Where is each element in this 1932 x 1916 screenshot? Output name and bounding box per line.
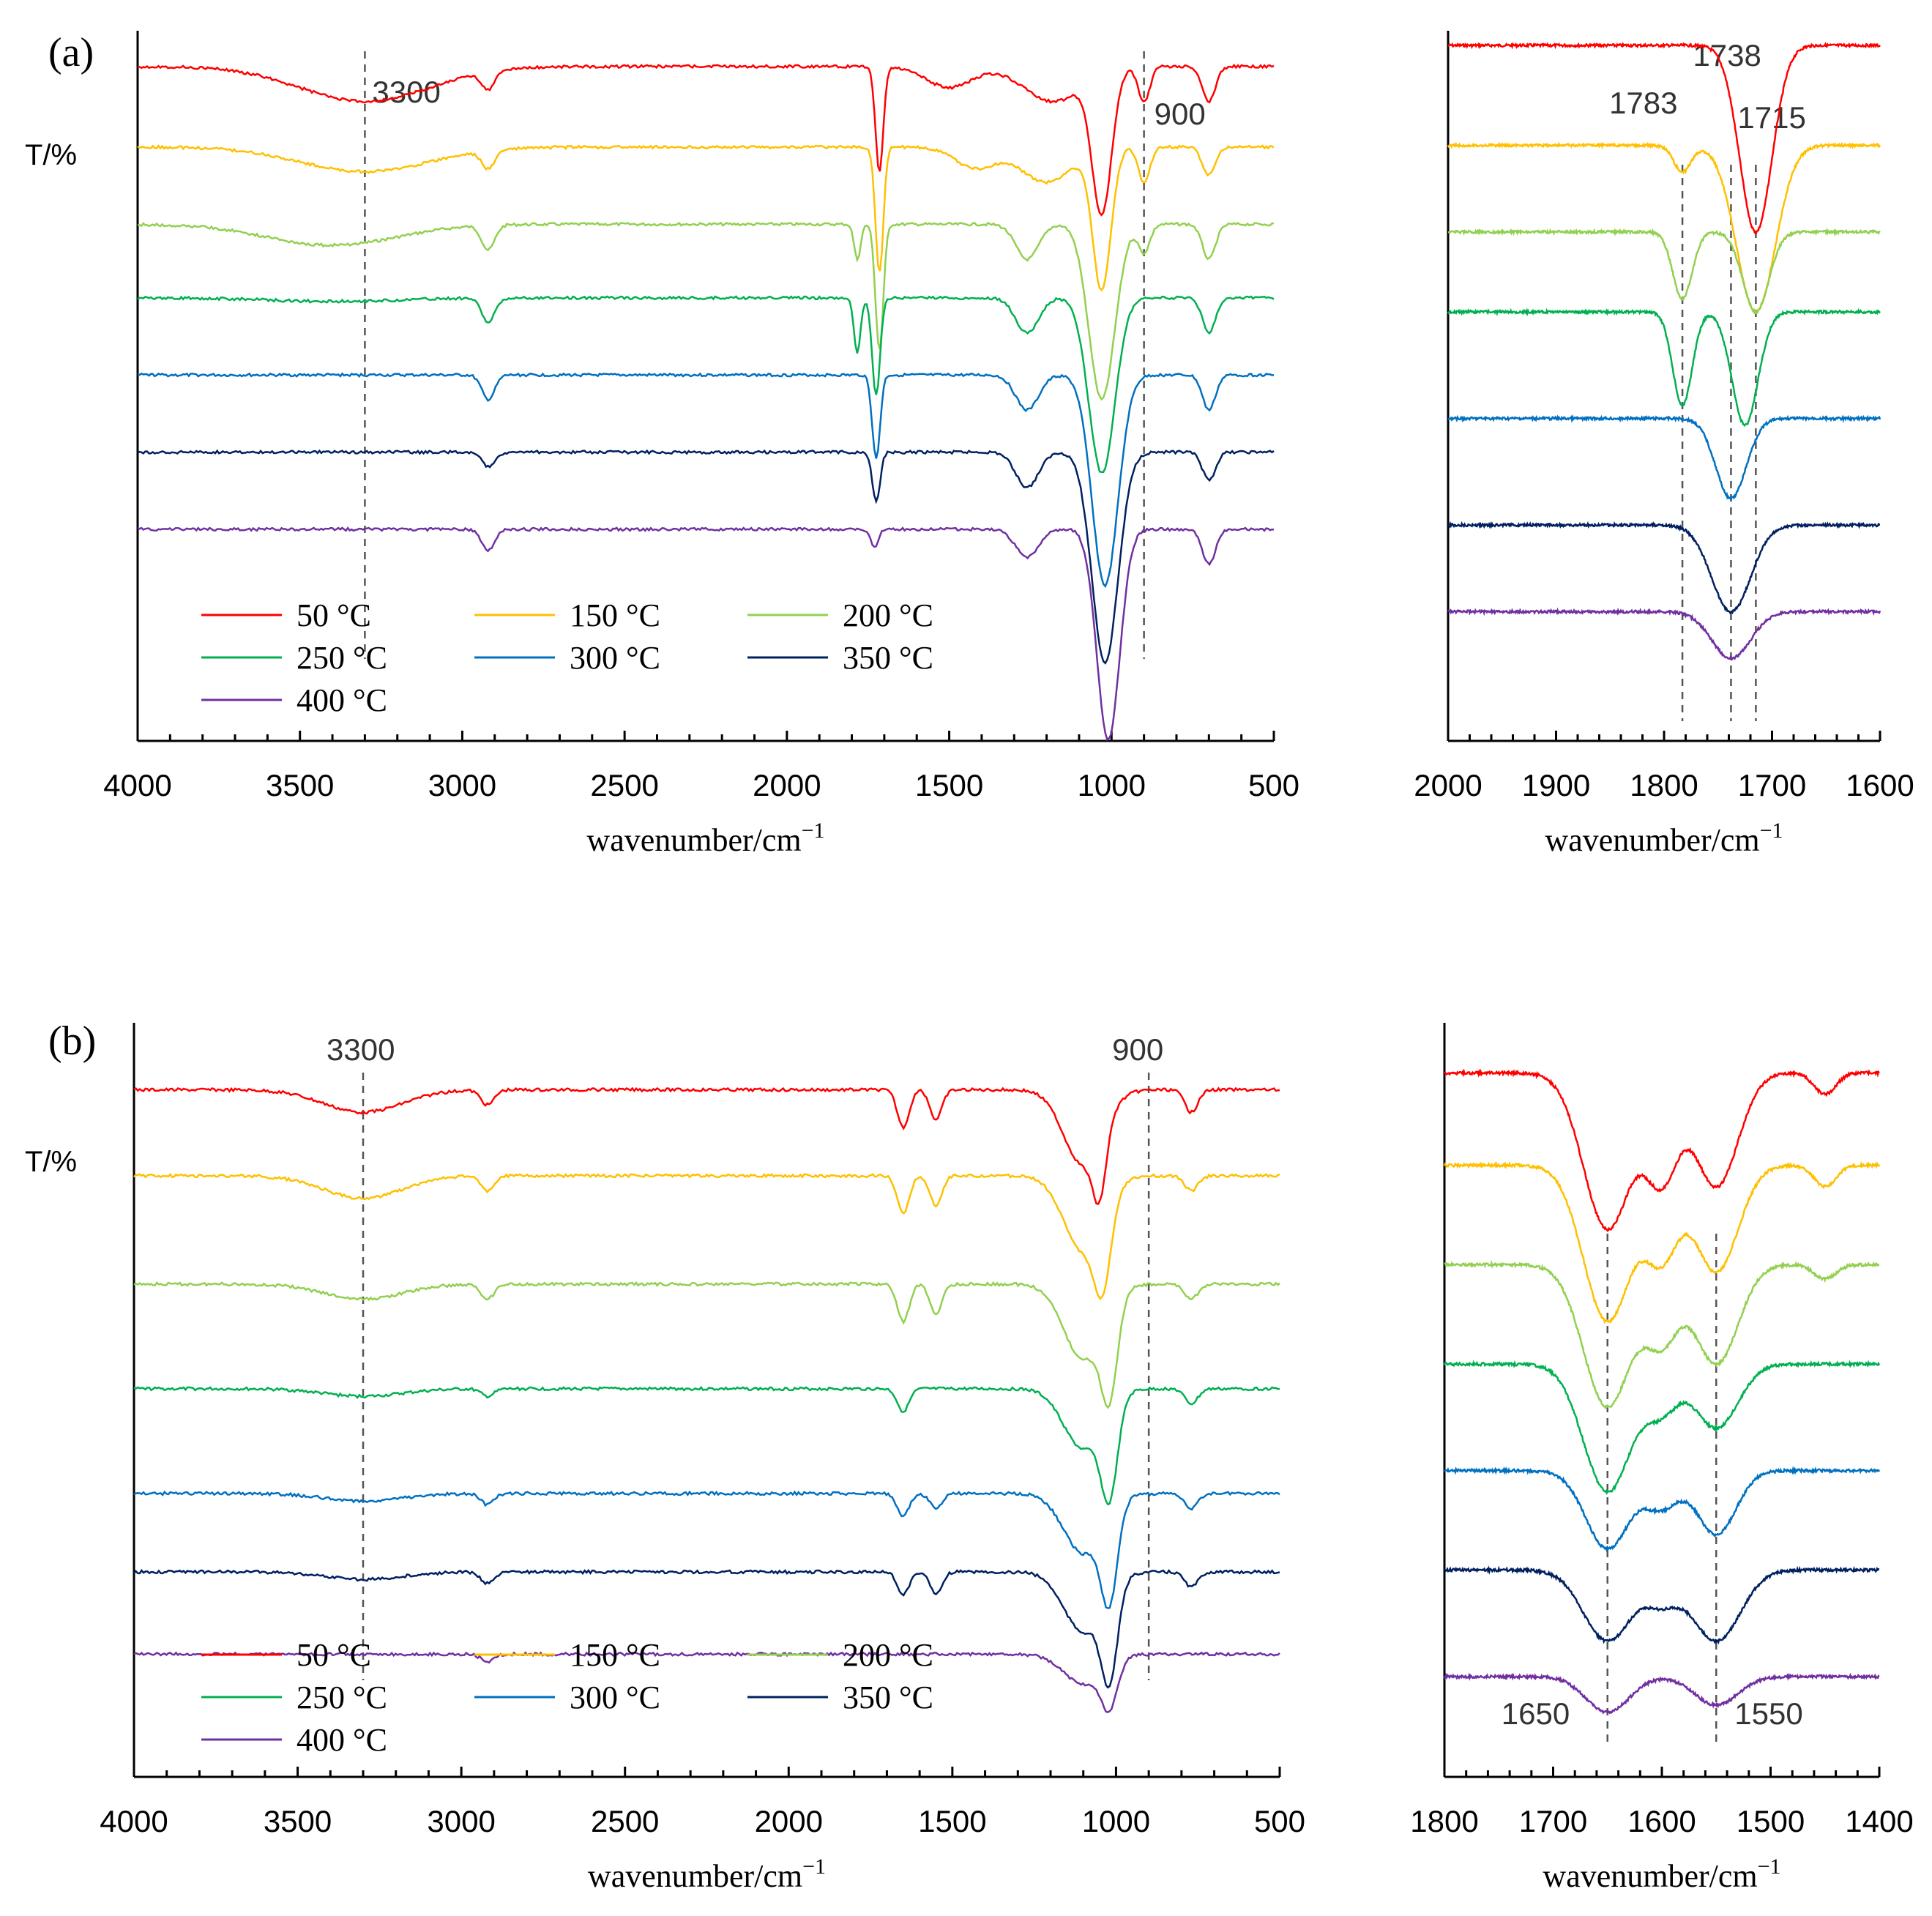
x-tick-label: 1800 xyxy=(1630,768,1698,802)
legend-label: 200 °C xyxy=(843,597,933,633)
x-tick-label: 1600 xyxy=(1627,1804,1696,1838)
series-line-300C xyxy=(137,372,1275,589)
y-axis-label-b: T/% xyxy=(25,1146,77,1178)
series-line-300C xyxy=(1444,1465,1881,1554)
legend-label: 150 °C xyxy=(570,597,660,633)
x-tick-label: 2000 xyxy=(753,768,821,802)
peak-annotation-3300: 3300 xyxy=(327,1032,395,1067)
x-tick-label: 3000 xyxy=(427,1804,495,1838)
panel-label-b: (b) xyxy=(48,1018,96,1064)
x-tick-label: 1700 xyxy=(1738,768,1806,802)
x-tick-label: 1600 xyxy=(1846,768,1914,802)
legend-label: 400 °C xyxy=(296,1722,387,1758)
series-line-200C xyxy=(1447,227,1881,315)
series-line-400C xyxy=(1443,1672,1880,1715)
legend-label: 50 °C xyxy=(296,1637,371,1673)
x-axis-label: wavenumber/cm−1 xyxy=(586,819,824,858)
series-line-250C xyxy=(137,295,1275,473)
series-line-400C xyxy=(133,1651,1280,1713)
x-tick-label: 2000 xyxy=(755,1804,823,1838)
x-tick-label: 1500 xyxy=(915,768,983,802)
x-tick-label: 1900 xyxy=(1522,768,1590,802)
x-tick-label: 1400 xyxy=(1845,1804,1913,1838)
series-line-350C xyxy=(137,449,1275,665)
series-line-300C xyxy=(133,1490,1280,1609)
x-tick-label: 3500 xyxy=(266,768,334,802)
peak-annotation-1738: 1738 xyxy=(1693,38,1761,72)
series-line-50C xyxy=(1447,42,1881,235)
legend-label: 400 °C xyxy=(296,682,387,718)
series-line-250C xyxy=(1443,1360,1881,1496)
x-tick-label: 2500 xyxy=(591,1804,659,1838)
series-line-150C xyxy=(137,144,1275,292)
series-line-400C xyxy=(1447,607,1881,661)
legend-label: 150 °C xyxy=(570,1637,660,1673)
series-line-150C xyxy=(1447,141,1881,314)
series-line-300C xyxy=(1447,414,1881,503)
x-tick-label: 4000 xyxy=(103,768,171,802)
x-tick-label: 3500 xyxy=(264,1804,332,1838)
x-tick-label: 3000 xyxy=(428,768,496,802)
peak-annotation-3300: 3300 xyxy=(372,75,440,109)
legend-label: 50 °C xyxy=(296,597,371,633)
legend-label: 350 °C xyxy=(843,1680,933,1715)
x-tick-label: 1000 xyxy=(1082,1804,1150,1838)
series-line-200C xyxy=(1444,1260,1880,1410)
series-line-250C xyxy=(1447,307,1881,428)
series-line-350C xyxy=(1444,1565,1880,1645)
series-line-200C xyxy=(137,221,1275,401)
legend-label: 350 °C xyxy=(843,640,933,676)
x-axis-label: wavenumber/cm−1 xyxy=(1543,1855,1780,1894)
series-line-150C xyxy=(1443,1160,1881,1324)
x-tick-label: 500 xyxy=(1248,768,1299,802)
series-line-50C xyxy=(137,64,1275,217)
peak-annotation-900: 900 xyxy=(1112,1032,1163,1067)
plot-a-inset: 2000 1900 1800 1700 1600 wavenumber/cm−1 1783 1… xyxy=(1414,31,1914,858)
series-line-400C xyxy=(137,526,1275,742)
legend-a: 50 °C 150 °C 200 °C 250 °C 300 °C 350 °C 400 °… xyxy=(201,597,933,718)
x-tick-label: 1500 xyxy=(1737,1804,1805,1838)
legend-label: 300 °C xyxy=(570,640,660,676)
series-line-50C xyxy=(1444,1068,1880,1232)
peak-annotation-900: 900 xyxy=(1155,97,1206,131)
x-tick-label: 2000 xyxy=(1414,768,1482,802)
panel-label-a: (a) xyxy=(48,30,94,75)
legend-label: 200 °C xyxy=(843,1637,933,1673)
x-tick-label: 2500 xyxy=(590,768,658,802)
x-tick-label: 500 xyxy=(1254,1804,1305,1838)
y-axis-label-a: T/% xyxy=(25,139,77,171)
x-tick-label: 1000 xyxy=(1078,768,1146,802)
peak-annotation-1715: 1715 xyxy=(1737,100,1805,135)
series-line-50C xyxy=(133,1086,1280,1205)
series-line-200C xyxy=(133,1281,1280,1409)
x-tick-label: 1500 xyxy=(918,1804,986,1838)
series-line-250C xyxy=(133,1386,1280,1506)
peak-annotation-1650: 1650 xyxy=(1502,1696,1570,1731)
legend-label: 250 °C xyxy=(296,1680,387,1715)
x-tick-label: 1700 xyxy=(1519,1804,1587,1838)
legend-label: 250 °C xyxy=(296,640,387,676)
series-line-350C xyxy=(1447,521,1881,615)
series-line-150C xyxy=(133,1172,1280,1300)
x-tick-label: 1800 xyxy=(1410,1804,1478,1838)
plot-a-main: 4000 3500 3000 2500 2000 1500 1000 500 wavenumbe… xyxy=(103,31,1299,858)
legend-label: 300 °C xyxy=(570,1680,660,1715)
x-tick-label: 4000 xyxy=(100,1804,168,1838)
plot-b-inset: 1800 1700 1600 1500 1400 wavenumber/cm−1 1650 1… xyxy=(1410,1023,1914,1894)
peak-annotation-1783: 1783 xyxy=(1609,86,1677,120)
legend-b: 50 °C 150 °C 200 °C 250 °C 300 °C 350 °C 400 °… xyxy=(201,1637,933,1758)
peak-annotation-1550: 1550 xyxy=(1734,1696,1802,1731)
x-axis-label: wavenumber/cm−1 xyxy=(1545,819,1783,858)
plot-b-main: 4000 3500 3000 2500 2000 1500 1000 500 wavenumbe… xyxy=(100,1023,1305,1894)
series-line-350C xyxy=(133,1568,1280,1689)
x-axis-label: wavenumber/cm−1 xyxy=(588,1855,826,1894)
